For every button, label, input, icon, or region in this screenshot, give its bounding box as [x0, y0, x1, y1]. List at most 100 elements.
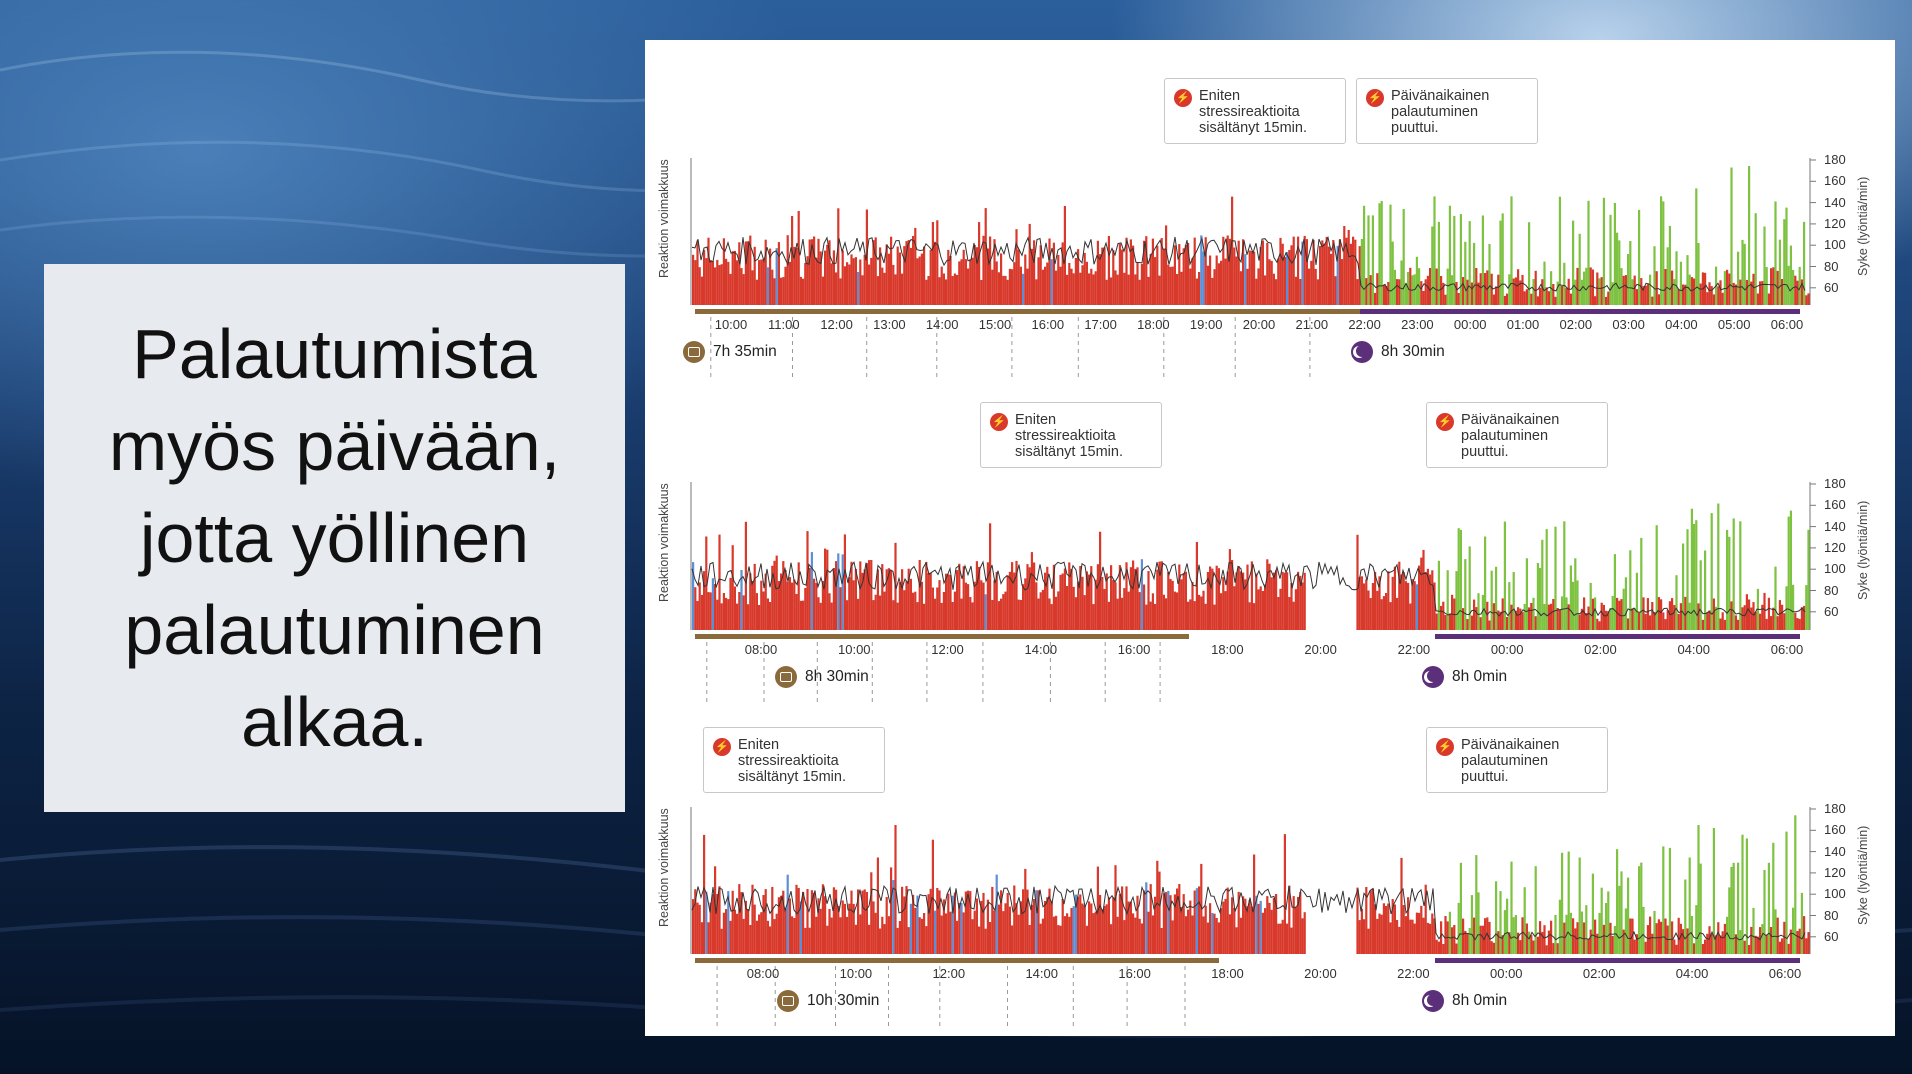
reaction-bar: [927, 276, 930, 305]
reaction-bar: [795, 884, 798, 954]
briefcase-icon: [777, 990, 799, 1012]
reaction-bar: [1464, 241, 1467, 305]
reaction-bar: [1756, 936, 1759, 954]
reaction-bar: [1222, 577, 1225, 630]
reaction-bar: [1121, 886, 1124, 954]
reaction-bar: [1569, 565, 1572, 630]
reaction-bar: [808, 927, 811, 954]
reaction-bar: [1664, 269, 1667, 305]
reaction-bar: [1301, 582, 1304, 630]
reaction-bar: [1721, 931, 1724, 954]
reaction-bar: [1332, 240, 1335, 305]
reaction-bar: [1090, 566, 1093, 630]
reaction-bar: [1143, 584, 1146, 630]
reaction-bar: [1554, 296, 1557, 305]
reaction-bar: [1545, 945, 1548, 954]
reaction-bar: [1167, 264, 1170, 305]
reaction-bar: [1545, 529, 1548, 630]
hr-tick: 100: [1824, 886, 1846, 902]
reaction-bar: [793, 579, 796, 630]
reaction-bar: [1343, 226, 1346, 305]
reaction-bar: [766, 598, 769, 630]
reaction-bar: [1226, 887, 1229, 954]
reaction-bar: [1635, 289, 1638, 305]
reaction-bar: [1437, 941, 1440, 954]
reaction-bar: [1462, 918, 1465, 954]
reaction-bar: [1627, 877, 1630, 954]
reaction-bar: [795, 247, 798, 305]
reaction-bar: [1140, 923, 1143, 954]
reaction-bar: [1198, 272, 1201, 305]
reaction-bar: [1189, 900, 1192, 954]
x-tick: 17:00: [1084, 317, 1117, 332]
x-tick: 04:00: [1675, 966, 1709, 981]
x-tick: 18:00: [1211, 642, 1244, 657]
reaction-bar: [1365, 579, 1368, 630]
reaction-bar: [716, 259, 719, 305]
heart-rate-line: [691, 235, 1806, 292]
reaction-bar: [1781, 938, 1784, 954]
reaction-bar: [797, 211, 800, 305]
reaction-bar: [947, 574, 950, 630]
reaction-bar: [1796, 618, 1799, 630]
reaction-bar: [1402, 905, 1405, 954]
reaction-bar: [1576, 580, 1579, 630]
reaction-bar: [1675, 575, 1678, 630]
reaction-bar: [1070, 568, 1073, 630]
reaction-bar: [1679, 603, 1682, 630]
reaction-bar: [1371, 888, 1374, 954]
reaction-bar: [749, 925, 752, 954]
left-axis-title: Reaktion voimakkuus: [657, 483, 671, 602]
reaction-bar: [1554, 914, 1557, 954]
reaction-bar: [718, 265, 721, 305]
reaction-bar: [1431, 226, 1434, 305]
reaction-bar: [797, 562, 800, 630]
reaction-bar: [773, 919, 776, 954]
reaction-bar: [1525, 923, 1528, 954]
reaction-bar: [694, 587, 697, 630]
reaction-bar: [1638, 866, 1641, 954]
reaction-bar: [1499, 891, 1502, 954]
reaction-bar: [1246, 906, 1249, 954]
reaction-bar: [925, 279, 928, 305]
reaction-bar: [1761, 281, 1764, 305]
reaction-bar: [777, 897, 780, 954]
reaction-bar: [1288, 885, 1291, 954]
reaction-bar: [1631, 279, 1634, 305]
reaction-bar: [799, 901, 802, 954]
reaction-bar: [993, 580, 996, 630]
reaction-bar: [1448, 911, 1451, 954]
reaction-bar: [1624, 275, 1627, 305]
reaction-bar: [1094, 579, 1097, 630]
reaction-bar: [1101, 247, 1104, 305]
x-tick: 02:00: [1559, 317, 1593, 332]
reaction-bar: [744, 521, 747, 630]
reaction-bar: [1261, 591, 1264, 630]
reaction-bar: [742, 595, 745, 630]
reaction-bar: [1730, 601, 1733, 630]
reaction-bar: [1763, 870, 1766, 954]
reaction-bar: [881, 916, 884, 954]
hr-tick: 180: [1824, 801, 1846, 816]
reaction-bar: [1552, 284, 1555, 305]
reaction-bar: [1402, 572, 1405, 630]
reaction-bar: [1503, 295, 1506, 305]
reaction-bar: [837, 553, 840, 630]
x-tick: 14:00: [1025, 966, 1058, 981]
reaction-bar: [1000, 598, 1003, 630]
reaction-bar: [1129, 567, 1132, 630]
x-tick: 22:00: [1397, 642, 1431, 657]
reaction-bar: [1246, 268, 1249, 305]
reaction-bar: [1767, 862, 1770, 954]
reaction-bar: [782, 561, 785, 630]
reaction-bar: [1279, 923, 1282, 954]
reaction-bar: [973, 581, 976, 630]
x-tick: 10:00: [837, 642, 871, 657]
reaction-bar: [753, 904, 756, 954]
briefcase-icon: [775, 666, 797, 688]
reaction-bar: [1008, 571, 1011, 630]
reaction-bar: [1235, 256, 1238, 305]
reaction-bar: [729, 273, 732, 305]
reaction-bar: [1512, 572, 1515, 630]
reaction-bar: [1497, 610, 1500, 630]
